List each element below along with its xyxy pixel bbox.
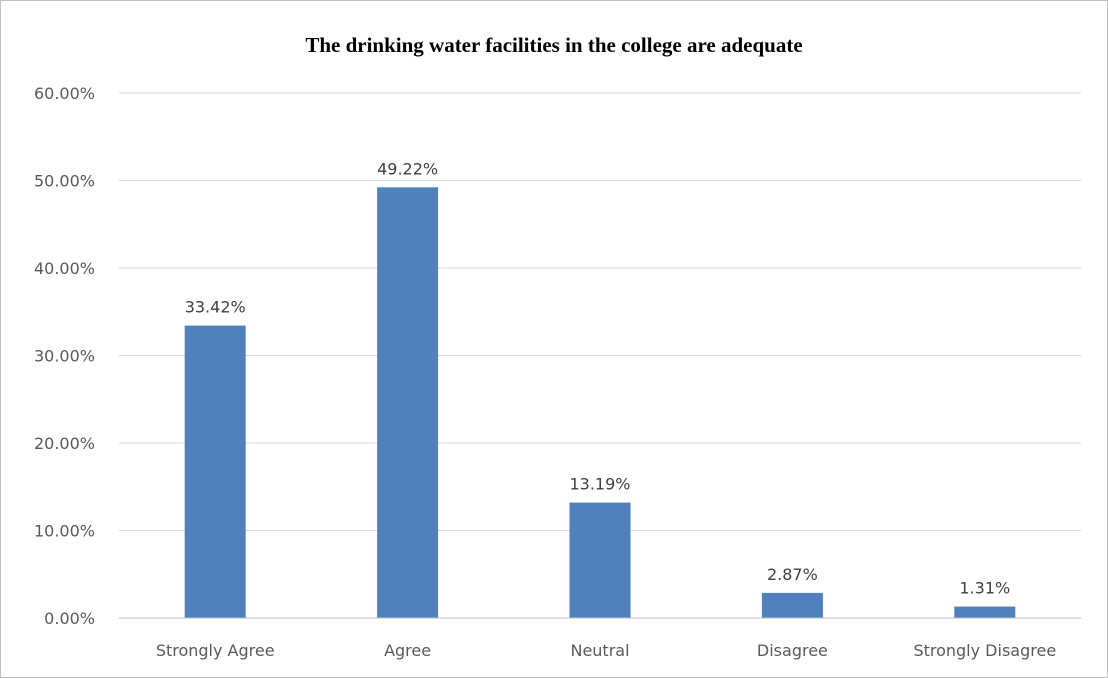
chart-title: The drinking water facilities in the col… <box>305 33 802 57</box>
gridlines <box>119 92 1081 531</box>
x-category-label: Strongly Agree <box>156 641 275 660</box>
x-category-label: Neutral <box>570 641 629 660</box>
bar-neutral <box>569 502 631 618</box>
y-tick-label: 40.00% <box>34 259 95 278</box>
data-label: 33.42% <box>185 298 246 317</box>
y-tick-label: 50.00% <box>34 172 95 191</box>
y-tick-label: 30.00% <box>34 347 95 366</box>
data-label: 49.22% <box>377 159 438 178</box>
bar-strongly-agree <box>184 325 246 618</box>
bars <box>184 187 1016 618</box>
y-tick-label: 10.00% <box>34 522 95 541</box>
y-tick-label: 0.00% <box>44 609 95 628</box>
bar-disagree <box>761 592 823 618</box>
y-tick-label: 20.00% <box>34 434 95 453</box>
x-category-label: Strongly Disagree <box>913 641 1056 660</box>
x-category-label: Disagree <box>757 641 828 660</box>
bar-agree <box>377 187 439 618</box>
data-label: 13.19% <box>569 475 630 494</box>
x-axis-category-labels: Strongly Agree Agree Neutral Disagree Strong… <box>156 641 1056 660</box>
y-tick-label: 60.00% <box>34 84 95 103</box>
y-axis-tick-labels: 0.00% 10.00% 20.00% 30.00% 40.00% 50.00% 60.00… <box>34 84 95 628</box>
data-label: 1.31% <box>959 579 1010 598</box>
x-category-label: Agree <box>384 641 431 660</box>
data-labels: 33.42% 49.22% 13.19% 2.87% 1.31% <box>185 159 1011 597</box>
data-label: 2.87% <box>767 565 818 584</box>
bar-strongly-disagree <box>954 606 1016 618</box>
